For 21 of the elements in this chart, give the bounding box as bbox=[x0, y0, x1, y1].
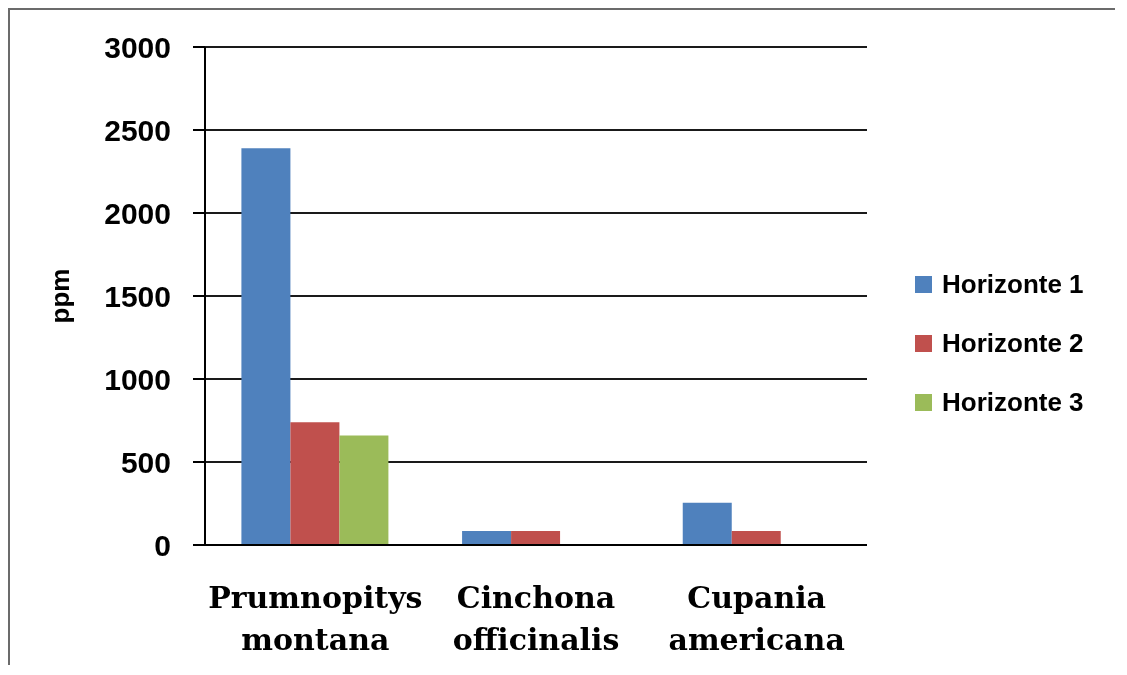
y-tick-label: 500 bbox=[120, 445, 171, 479]
y-tick-label: 3000 bbox=[104, 30, 171, 64]
y-tick-label: 1500 bbox=[104, 279, 171, 313]
x-tick-label: Prumnopitys montana bbox=[208, 580, 423, 657]
bar bbox=[511, 530, 561, 545]
bar bbox=[241, 148, 291, 545]
bar bbox=[462, 530, 512, 545]
legend-label: Horizonte 3 bbox=[942, 387, 1084, 418]
x-tick-label: Cinchona officinalis bbox=[452, 580, 620, 657]
x-tick-label: Cupania americana bbox=[668, 580, 845, 657]
y-tick-label: 2000 bbox=[104, 196, 171, 230]
y-axis-title: ppm bbox=[45, 268, 75, 324]
legend-label: Horizonte 1 bbox=[942, 269, 1084, 300]
legend-label: Horizonte 2 bbox=[942, 328, 1084, 359]
bar bbox=[682, 502, 732, 545]
y-tick-label: 0 bbox=[154, 528, 171, 562]
y-tick-label: 1000 bbox=[104, 362, 171, 396]
bar bbox=[731, 530, 781, 545]
bar bbox=[339, 435, 389, 545]
y-tick-label: 2500 bbox=[104, 113, 171, 147]
bar bbox=[290, 422, 340, 545]
